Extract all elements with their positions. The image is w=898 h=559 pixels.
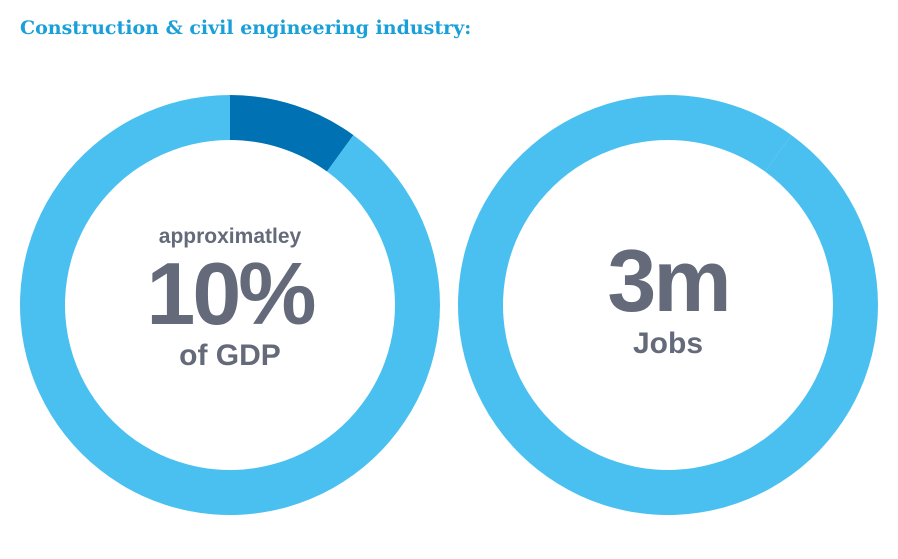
donut-0-segment-0 (230, 95, 354, 172)
page-title: Construction & civil engineering industr… (20, 17, 472, 39)
gdp-label-bottom: of GDP (179, 339, 281, 372)
jobs-label: Jobs (632, 327, 704, 360)
donut-1-segment-0 (668, 95, 792, 172)
gdp-label-top: approximatley (158, 225, 302, 248)
gdp-value: 10% (146, 244, 316, 343)
jobs-value: 3m (607, 231, 731, 330)
